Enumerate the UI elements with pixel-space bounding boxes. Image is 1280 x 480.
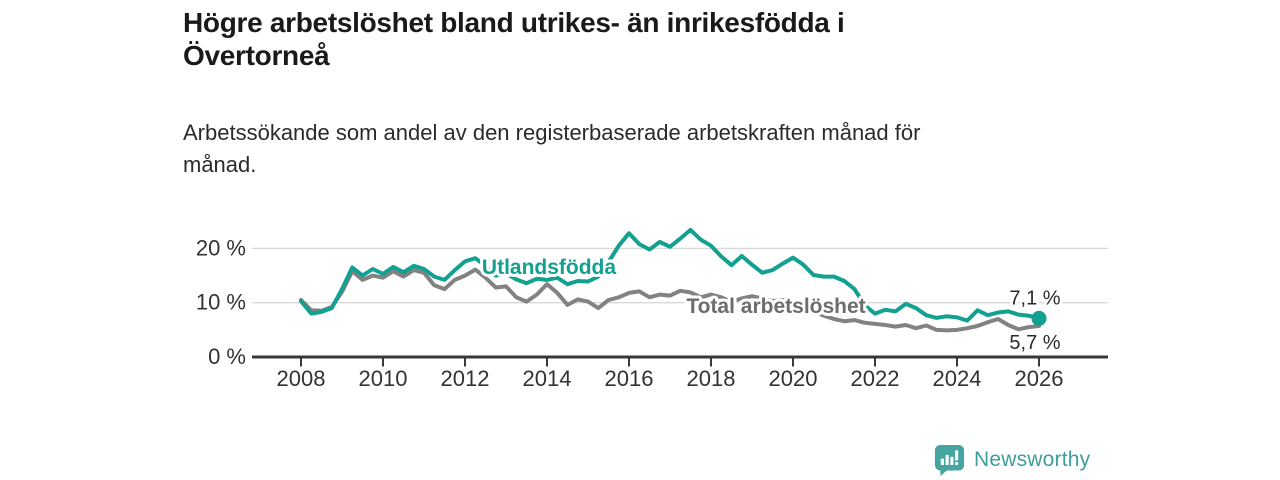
x-tick-label-2024: 2024: [933, 366, 982, 391]
x-tick-label-2026: 2026: [1015, 366, 1064, 391]
bar-chart-speech-bubble-icon: [934, 444, 965, 476]
x-tick-label-2008: 2008: [277, 366, 326, 391]
newsworthy-logo: Newsworthy: [934, 444, 1090, 476]
end-value-label-utlandsf-dda: 7,1 %: [1009, 287, 1060, 309]
x-tick-label-2022: 2022: [851, 366, 900, 391]
y-tick-label-10: 10 %: [196, 290, 246, 315]
page-title: Högre arbetslöshet bland utrikes- än inr…: [183, 7, 845, 71]
series-label-total-arbetsl-shet: Total arbetslöshet: [686, 295, 865, 318]
series-line-total-arbetsl-shet: [299, 267, 1041, 333]
series-line-utlandsf-dda: [299, 227, 1041, 323]
x-tick-label-2018: 2018: [687, 366, 736, 391]
y-tick-label-0: 0 %: [208, 344, 246, 369]
x-tick-label-2014: 2014: [523, 366, 572, 391]
x-tick-label-2016: 2016: [605, 366, 654, 391]
x-tick-label-2020: 2020: [769, 366, 818, 391]
x-tick-label-2012: 2012: [441, 366, 490, 391]
end-value-label-total-arbetsl-shet: 5,7 %: [1009, 332, 1060, 354]
newsworthy-logo-text: Newsworthy: [974, 448, 1091, 471]
series-label-utlandsf-dda: Utlandsfödda: [482, 256, 616, 279]
series-end-dot-utlandsf-dda: [1031, 310, 1047, 326]
y-tick-label-20: 20 %: [196, 235, 246, 260]
page-subtitle: Arbetssökande som andel av den registerb…: [183, 120, 921, 177]
x-tick-label-2010: 2010: [359, 366, 408, 391]
